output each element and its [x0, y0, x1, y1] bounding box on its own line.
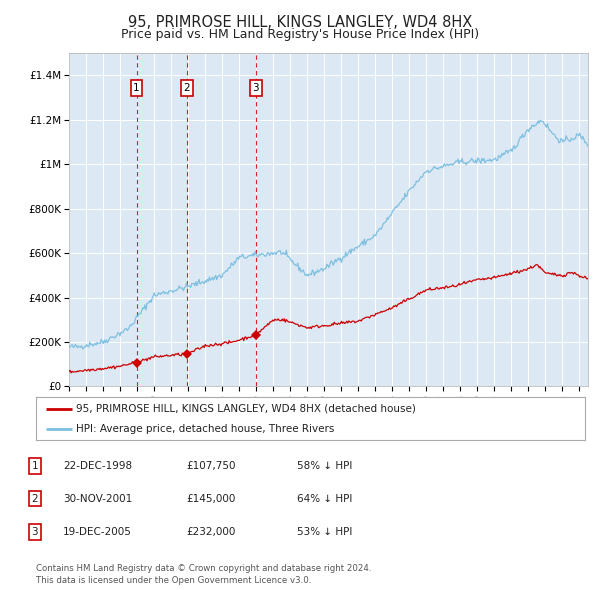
- Text: £232,000: £232,000: [186, 527, 235, 537]
- Text: 58% ↓ HPI: 58% ↓ HPI: [297, 461, 352, 471]
- Text: 2: 2: [184, 83, 190, 93]
- Text: 53% ↓ HPI: 53% ↓ HPI: [297, 527, 352, 537]
- Text: 64% ↓ HPI: 64% ↓ HPI: [297, 494, 352, 503]
- Text: Contains HM Land Registry data © Crown copyright and database right 2024.
This d: Contains HM Land Registry data © Crown c…: [36, 565, 371, 585]
- Text: 22-DEC-1998: 22-DEC-1998: [63, 461, 132, 471]
- Text: Price paid vs. HM Land Registry's House Price Index (HPI): Price paid vs. HM Land Registry's House …: [121, 28, 479, 41]
- Text: 3: 3: [253, 83, 259, 93]
- Text: £107,750: £107,750: [186, 461, 235, 471]
- Text: £145,000: £145,000: [186, 494, 235, 503]
- Text: 2: 2: [31, 494, 38, 503]
- Text: 30-NOV-2001: 30-NOV-2001: [63, 494, 132, 503]
- Text: 19-DEC-2005: 19-DEC-2005: [63, 527, 132, 537]
- Text: 1: 1: [133, 83, 140, 93]
- Text: HPI: Average price, detached house, Three Rivers: HPI: Average price, detached house, Thre…: [76, 424, 334, 434]
- Text: 1: 1: [31, 461, 38, 471]
- Text: 95, PRIMROSE HILL, KINGS LANGLEY, WD4 8HX: 95, PRIMROSE HILL, KINGS LANGLEY, WD4 8H…: [128, 15, 472, 30]
- Text: 95, PRIMROSE HILL, KINGS LANGLEY, WD4 8HX (detached house): 95, PRIMROSE HILL, KINGS LANGLEY, WD4 8H…: [76, 404, 416, 414]
- Text: 3: 3: [31, 527, 38, 537]
